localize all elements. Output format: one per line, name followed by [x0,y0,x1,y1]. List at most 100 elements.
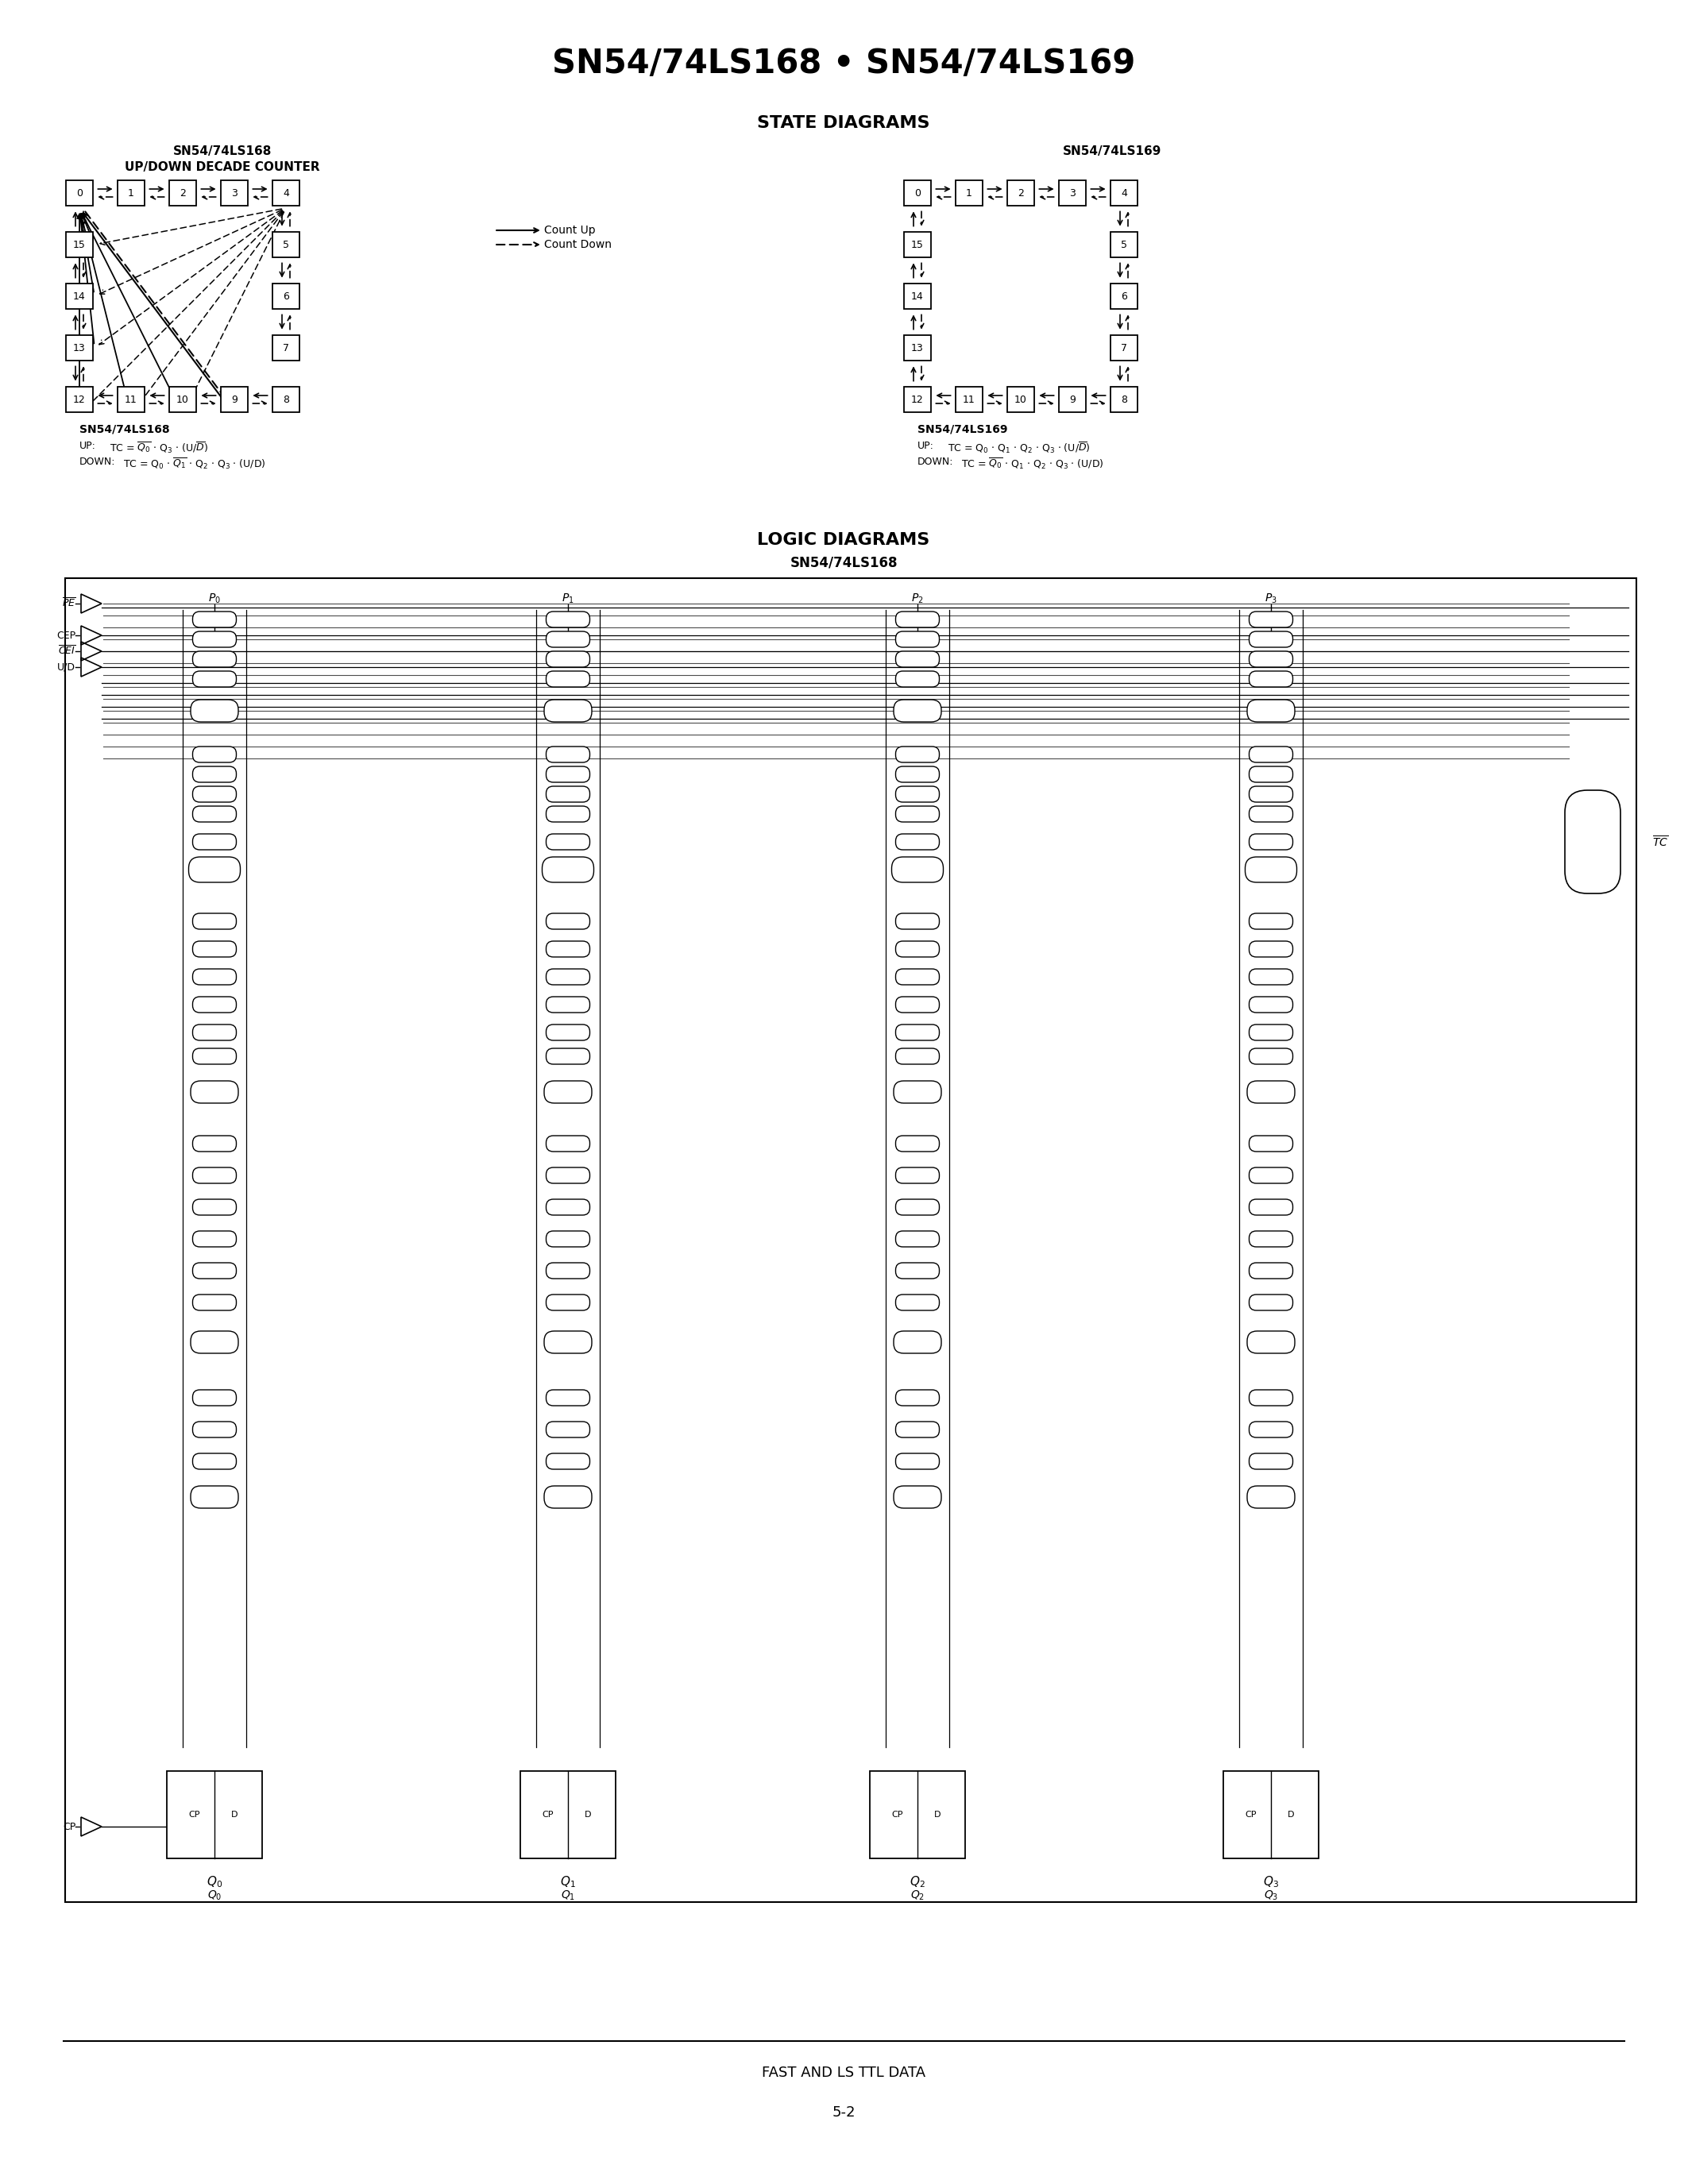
Text: $Q_1$: $Q_1$ [560,1889,576,1902]
FancyBboxPatch shape [547,1168,589,1184]
FancyBboxPatch shape [896,1452,939,1470]
Text: 13: 13 [912,343,923,354]
FancyBboxPatch shape [192,786,236,802]
FancyBboxPatch shape [1249,970,1293,985]
Text: 8: 8 [1121,395,1128,404]
FancyBboxPatch shape [192,1024,236,1040]
Text: TC = $\overline{Q_0}$ $\cdot$ Q$_1$ $\cdot$ Q$_2$ $\cdot$ Q$_3$ $\cdot$ (U/D): TC = $\overline{Q_0}$ $\cdot$ Q$_1$ $\cd… [960,456,1104,472]
FancyBboxPatch shape [192,631,236,646]
FancyBboxPatch shape [896,1262,939,1278]
Bar [66,181,93,205]
FancyBboxPatch shape [547,631,589,646]
FancyBboxPatch shape [192,1262,236,1278]
FancyBboxPatch shape [192,806,236,821]
Text: 12: 12 [73,395,86,404]
FancyBboxPatch shape [1249,1262,1293,1278]
FancyBboxPatch shape [192,1136,236,1151]
Text: SN54/74LS168 • SN54/74LS169: SN54/74LS168 • SN54/74LS169 [552,46,1136,81]
FancyBboxPatch shape [547,747,589,762]
FancyBboxPatch shape [192,747,236,762]
Bar [905,387,932,413]
FancyBboxPatch shape [544,1330,592,1354]
FancyBboxPatch shape [896,1048,939,1064]
FancyBboxPatch shape [1249,1422,1293,1437]
Text: CP: CP [189,1811,201,1819]
Text: D: D [231,1811,238,1819]
Text: CP: CP [542,1811,554,1819]
FancyBboxPatch shape [542,856,594,882]
Text: $\overline{TC}$: $\overline{TC}$ [1653,834,1668,850]
FancyBboxPatch shape [891,856,944,882]
Bar [1058,387,1085,413]
Text: 15: 15 [73,240,86,249]
FancyBboxPatch shape [1249,806,1293,821]
FancyBboxPatch shape [192,1389,236,1406]
Bar [66,579,1636,1902]
FancyBboxPatch shape [544,1081,592,1103]
Text: $P_2$: $P_2$ [912,592,923,605]
FancyBboxPatch shape [896,767,939,782]
Text: 10: 10 [177,395,189,404]
Text: CP: CP [1246,1811,1258,1819]
Bar [905,334,932,360]
FancyBboxPatch shape [1249,996,1293,1013]
FancyBboxPatch shape [192,670,236,688]
Bar [167,1771,262,1859]
Text: 2: 2 [179,188,186,199]
FancyBboxPatch shape [547,1422,589,1437]
Text: 11: 11 [962,395,976,404]
Bar [272,334,299,360]
Bar [1111,334,1138,360]
FancyBboxPatch shape [544,1485,592,1509]
Bar [869,1771,966,1859]
Bar [1111,387,1138,413]
Text: SN54/74LS168: SN54/74LS168 [174,144,272,157]
Text: Count Up: Count Up [544,225,596,236]
Text: D: D [1288,1811,1295,1819]
Text: 5: 5 [284,240,289,249]
Bar [1008,181,1035,205]
FancyBboxPatch shape [893,1081,942,1103]
Bar [905,181,932,205]
FancyBboxPatch shape [547,1232,589,1247]
FancyBboxPatch shape [1249,651,1293,666]
Bar [118,387,145,413]
Bar [520,1771,616,1859]
Bar [905,232,932,258]
FancyBboxPatch shape [192,1232,236,1247]
FancyBboxPatch shape [1247,699,1295,723]
Text: 14: 14 [912,290,923,301]
FancyBboxPatch shape [1249,670,1293,688]
Bar [272,232,299,258]
Text: $Q_3$: $Q_3$ [1263,1874,1280,1889]
Bar [1008,387,1035,413]
Bar [118,181,145,205]
Text: 14: 14 [73,290,86,301]
FancyBboxPatch shape [547,913,589,928]
Text: SN54/74LS168: SN54/74LS168 [790,555,898,570]
FancyBboxPatch shape [191,699,238,723]
FancyBboxPatch shape [547,1048,589,1064]
FancyBboxPatch shape [192,996,236,1013]
Bar [1224,1771,1318,1859]
FancyBboxPatch shape [1247,1485,1295,1509]
FancyBboxPatch shape [547,670,589,688]
Text: UP:: UP: [79,441,96,452]
Text: 3: 3 [231,188,238,199]
FancyBboxPatch shape [1249,913,1293,928]
FancyBboxPatch shape [896,1136,939,1151]
FancyBboxPatch shape [192,651,236,666]
FancyBboxPatch shape [547,996,589,1013]
FancyBboxPatch shape [547,941,589,957]
Text: 4: 4 [284,188,289,199]
Text: 10: 10 [1014,395,1026,404]
Text: CP: CP [62,1821,76,1832]
Text: DOWN:: DOWN: [918,456,954,467]
FancyBboxPatch shape [547,767,589,782]
FancyBboxPatch shape [547,1136,589,1151]
Bar [169,181,196,205]
FancyBboxPatch shape [1247,1330,1295,1354]
FancyBboxPatch shape [896,1422,939,1437]
Text: 7: 7 [284,343,289,354]
Text: $Q_3$: $Q_3$ [1264,1889,1278,1902]
